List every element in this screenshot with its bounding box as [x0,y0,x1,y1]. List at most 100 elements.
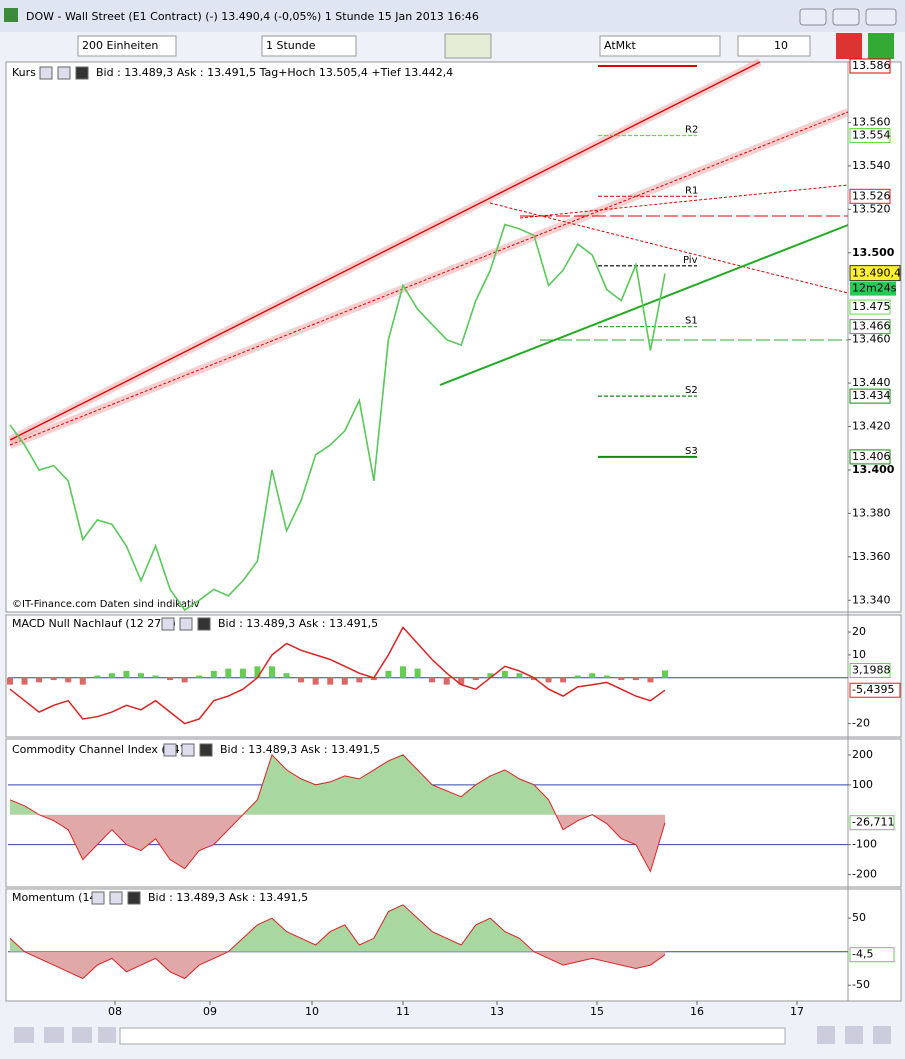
level-label: 13.434 [852,389,891,402]
x-tick-label: 15 [590,1005,604,1018]
scrollbar[interactable] [119,1027,786,1045]
histogram-bar [356,677,363,683]
level-label: 13.406 [852,450,891,463]
last-value: -26,711 [852,816,894,829]
save-icon[interactable] [98,1027,116,1043]
close-button[interactable] [865,8,897,26]
panel-icon [91,891,105,905]
area-negative [24,951,665,979]
current-price: 13.490,4 [852,267,901,280]
histogram-bar [108,673,115,678]
y-tick-label: 13.440 [852,376,891,389]
value-box [849,682,901,698]
histogram-bar [501,670,508,678]
histogram-bar [65,677,72,683]
pivot-name: Piv [683,255,698,266]
mail-icon[interactable] [14,1027,34,1043]
histogram-bar [298,677,305,683]
value-box [849,815,895,831]
histogram-bar [429,677,436,683]
histogram-bar [196,675,203,678]
histogram-bar [647,677,654,683]
pivot-name: R1 [685,185,698,196]
histogram-bar [531,677,537,681]
y-tick-label: -100 [852,838,877,851]
price-line [9,223,666,612]
level-label: 13.526 [852,189,891,202]
y-tick-label: 13.380 [852,506,891,519]
y-tick-label: 50 [852,911,866,924]
zoom-out[interactable] [845,1026,863,1044]
panel-info: Bid : 13.489,3 Ask : 13.491,5 [218,617,378,630]
y-tick-label: 10 [852,648,866,661]
histogram-bar [458,677,465,685]
macd-line [9,626,666,725]
panel-icon [197,617,211,631]
level-label: 13.554 [852,128,891,141]
histogram-bar [487,673,494,678]
histogram-bar [603,675,610,678]
value-box [849,662,891,678]
histogram-bar [210,670,217,678]
level-box [849,127,891,143]
histogram-bar [283,673,290,678]
panel-icon [179,617,193,631]
histogram-bar [312,677,319,685]
histogram-bar [516,673,523,678]
histogram-bar [632,677,639,681]
level-box [849,388,891,404]
units-text: 200 Einheiten [82,39,158,52]
copy-icon[interactable] [72,1027,92,1043]
level-box [849,58,891,74]
histogram-bar [370,677,377,681]
level-label: 13.475 [852,300,891,313]
histogram-bar [138,673,144,678]
y-tick-label: 13.460 [852,333,891,346]
y-tick-label: 13.420 [852,420,891,433]
panel-icon [109,891,123,905]
chart-type-button[interactable] [444,33,492,59]
macd-value: -5,4395 [852,683,894,696]
maximize-button[interactable] [832,8,860,26]
area-negative [39,814,665,872]
histogram-bar [167,677,174,681]
x-tick-label: 09 [203,1005,217,1018]
buy-button[interactable] [868,33,894,59]
panel-name: MACD Null Nachlauf (12 27 9) [12,617,176,630]
histogram-bar [225,668,232,678]
watermark: ©IT-Finance.com Daten sind indikativ [12,599,200,610]
histogram-bar [589,673,596,678]
level-label: 13.586 [852,59,891,72]
histogram-bar [560,677,567,683]
panel-icon [75,66,89,80]
sell-button[interactable] [836,33,862,59]
level-box [849,188,891,204]
units-dropdown[interactable] [77,35,177,57]
title-bar [0,0,905,32]
histogram-bar [152,675,159,678]
zoom-fit[interactable] [817,1026,835,1044]
quantity-input[interactable] [737,35,811,57]
pivot-name: R2 [685,124,698,135]
histogram-bar [79,677,86,685]
interval-dropdown[interactable] [261,35,357,57]
histogram-bar [574,675,581,678]
y-tick-label: 100 [852,778,873,791]
panel-name: Commodity Channel Index (44) [12,743,184,756]
support-line [439,224,849,386]
level-box [849,319,891,335]
y-tick-label: 200 [852,748,873,761]
order-type-text: AtMkt [604,39,637,52]
y-tick-label: 13.360 [852,550,891,563]
print-icon[interactable] [44,1027,64,1043]
histogram-value: 3,1988 [852,663,891,676]
x-tick-label: 16 [690,1005,704,1018]
x-tick-label: 08 [108,1005,122,1018]
pivot-name: S1 [685,316,698,327]
order-type-dropdown[interactable] [599,35,721,57]
x-tick-label: 10 [305,1005,319,1018]
minimize-button[interactable] [799,8,827,26]
zoom-in[interactable] [873,1026,891,1044]
